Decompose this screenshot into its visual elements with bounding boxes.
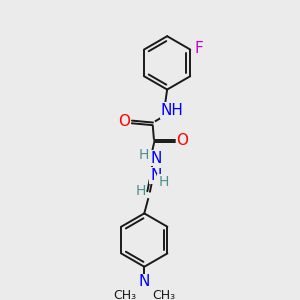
Text: CH₃: CH₃ — [114, 289, 137, 300]
Text: F: F — [194, 41, 203, 56]
Text: CH₃: CH₃ — [152, 289, 175, 300]
Text: H: H — [135, 184, 146, 199]
Text: H: H — [139, 148, 149, 162]
Text: N: N — [150, 151, 161, 166]
Text: N: N — [150, 168, 161, 183]
Text: O: O — [118, 114, 130, 129]
Text: N: N — [139, 274, 150, 290]
Text: H: H — [158, 175, 169, 189]
Text: NH: NH — [160, 103, 183, 118]
Text: O: O — [176, 134, 188, 148]
